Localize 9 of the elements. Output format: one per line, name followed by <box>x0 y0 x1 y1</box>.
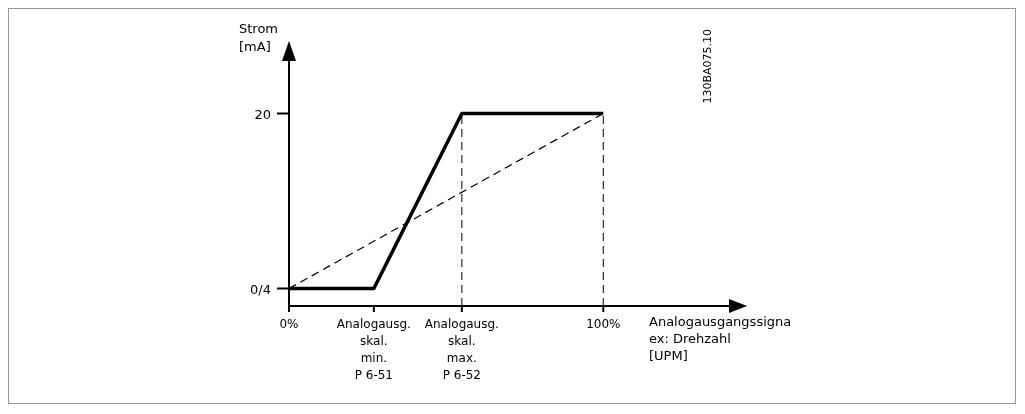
x-tick-label: 100% <box>586 317 621 331</box>
y-tick-label: 0/4 <box>250 281 271 297</box>
y-tick-label: 20 <box>254 106 271 122</box>
x-tick-label: 0% <box>279 317 299 331</box>
y-axis-title: Strom [mA] <box>239 21 279 54</box>
x-axis-title: Analogausgangssigna ex: Drehzahl [UPM] <box>649 314 792 363</box>
annotation: 130BA075.10 <box>701 29 714 104</box>
x-tick-label: Analogausg. skal. min. P 6-51 <box>336 317 411 382</box>
x-tick-label: Analogausg. skal. max. P 6-52 <box>424 317 499 382</box>
